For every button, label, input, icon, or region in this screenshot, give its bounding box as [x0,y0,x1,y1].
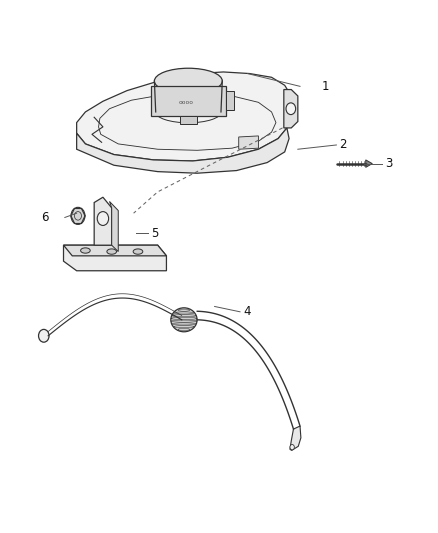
Ellipse shape [133,249,143,254]
Ellipse shape [171,308,197,332]
Text: 4: 4 [243,305,251,318]
Polygon shape [94,197,112,245]
Polygon shape [239,136,258,149]
Text: 1: 1 [322,80,329,93]
Text: 2: 2 [339,139,347,151]
Polygon shape [366,160,372,167]
Text: 6: 6 [42,211,49,224]
Ellipse shape [107,249,117,254]
Text: 5: 5 [151,227,159,240]
Polygon shape [77,72,291,161]
Circle shape [286,103,296,115]
Text: oooo: oooo [179,100,194,105]
Circle shape [71,207,85,224]
Ellipse shape [81,248,90,253]
Polygon shape [226,91,234,110]
Polygon shape [180,116,197,124]
Circle shape [97,212,109,225]
Polygon shape [77,128,289,173]
Polygon shape [284,90,298,128]
Circle shape [39,329,49,342]
Polygon shape [64,245,166,256]
Polygon shape [110,201,118,252]
Text: 3: 3 [385,157,393,170]
Polygon shape [151,86,226,116]
Ellipse shape [154,68,222,94]
Polygon shape [290,426,301,450]
Polygon shape [64,245,166,271]
Circle shape [290,445,294,450]
